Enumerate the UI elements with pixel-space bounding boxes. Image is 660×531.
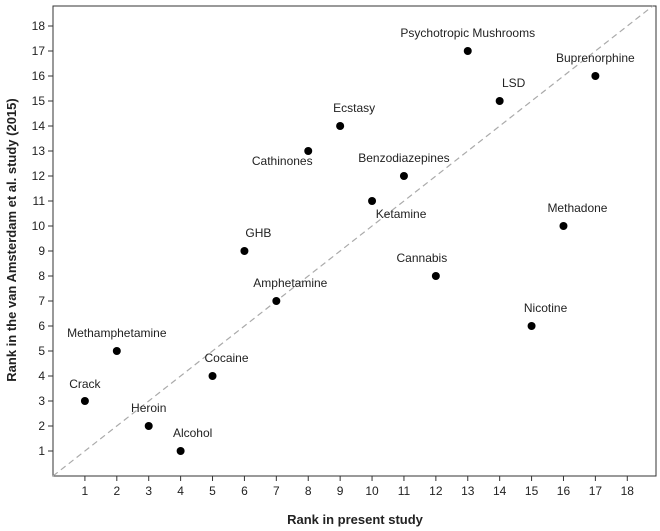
x-tick-label: 6 xyxy=(241,484,248,498)
data-point xyxy=(495,97,504,105)
point-label: Cannabis xyxy=(397,251,448,265)
y-tick-label: 8 xyxy=(38,269,45,283)
y-tick-label: 2 xyxy=(38,419,45,433)
y-tick-label: 16 xyxy=(32,69,46,83)
point-label: Buprenorphine xyxy=(556,51,635,65)
point-label: Amphetamine xyxy=(253,276,327,290)
x-tick-label: 17 xyxy=(589,484,603,498)
x-tick-label: 3 xyxy=(145,484,152,498)
y-tick-label: 7 xyxy=(38,294,45,308)
y-tick-label: 4 xyxy=(38,369,45,383)
point-label: Benzodiazepines xyxy=(358,151,449,165)
point-label: Alcohol xyxy=(173,426,212,440)
data-point xyxy=(527,322,536,330)
point-label: Ketamine xyxy=(376,207,427,221)
point-label: Cathinones xyxy=(252,154,313,168)
x-tick-label: 9 xyxy=(337,484,344,498)
data-point xyxy=(80,397,89,405)
data-point xyxy=(240,247,249,255)
y-tick-label: 18 xyxy=(32,19,46,33)
plot-frame xyxy=(52,5,657,477)
data-point xyxy=(208,372,217,380)
y-tick-label: 6 xyxy=(38,319,45,333)
y-tick-label: 1 xyxy=(38,444,45,458)
x-tick-label: 8 xyxy=(305,484,312,498)
x-tick-label: 2 xyxy=(113,484,120,498)
x-tick-label: 7 xyxy=(273,484,280,498)
y-tick-label: 3 xyxy=(38,394,45,408)
y-tick-label: 13 xyxy=(32,144,46,158)
y-tick-label: 15 xyxy=(32,94,46,108)
point-label: GHB xyxy=(245,226,271,240)
x-tick-label: 11 xyxy=(398,484,411,498)
x-tick-label: 13 xyxy=(461,484,475,498)
x-tick-label: 1 xyxy=(82,484,89,498)
point-label: Methadone xyxy=(547,201,607,215)
y-tick-label: 12 xyxy=(32,169,46,183)
point-label: Heroin xyxy=(131,401,166,415)
reference-line xyxy=(52,5,654,477)
y-tick-label: 17 xyxy=(32,44,46,58)
point-label: LSD xyxy=(502,76,526,90)
x-tick-label: 5 xyxy=(209,484,216,498)
data-point xyxy=(176,447,185,455)
x-tick-label: 12 xyxy=(429,484,443,498)
data-point xyxy=(368,197,377,205)
x-tick-label: 16 xyxy=(557,484,571,498)
point-label: Psychotropic Mushrooms xyxy=(400,26,535,40)
point-label: Cocaine xyxy=(205,351,249,365)
point-label: Crack xyxy=(69,377,101,391)
data-point xyxy=(144,422,153,430)
data-point xyxy=(272,297,281,305)
point-label: Ecstasy xyxy=(333,101,375,115)
y-tick-label: 10 xyxy=(32,219,46,233)
data-point xyxy=(463,47,472,55)
y-tick-label: 5 xyxy=(38,344,45,358)
data-point xyxy=(112,347,121,355)
data-point xyxy=(399,172,408,180)
data-point xyxy=(431,272,440,280)
x-tick-label: 14 xyxy=(493,484,507,498)
y-axis-title: Rank in the van Amsterdam et al. study (… xyxy=(4,98,19,381)
x-tick-label: 15 xyxy=(525,484,539,498)
y-tick-label: 9 xyxy=(38,244,45,258)
point-label: Nicotine xyxy=(524,301,568,315)
data-point xyxy=(559,222,568,230)
data-point xyxy=(304,147,313,155)
x-tick-label: 4 xyxy=(177,484,184,498)
x-tick-label: 18 xyxy=(621,484,635,498)
y-tick-label: 14 xyxy=(32,119,46,133)
x-axis-title: Rank in present study xyxy=(287,512,424,527)
y-tick-label: 11 xyxy=(33,194,46,208)
x-tick-label: 10 xyxy=(365,484,379,498)
point-label: Methamphetamine xyxy=(67,326,167,340)
data-point xyxy=(591,72,600,80)
data-point xyxy=(336,122,345,130)
